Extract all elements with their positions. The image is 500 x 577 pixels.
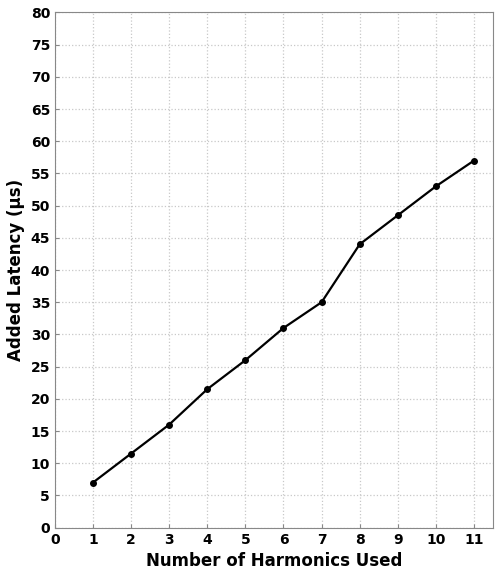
X-axis label: Number of Harmonics Used: Number of Harmonics Used (146, 552, 402, 570)
Y-axis label: Added Latency (μs): Added Latency (μs) (7, 179, 25, 361)
